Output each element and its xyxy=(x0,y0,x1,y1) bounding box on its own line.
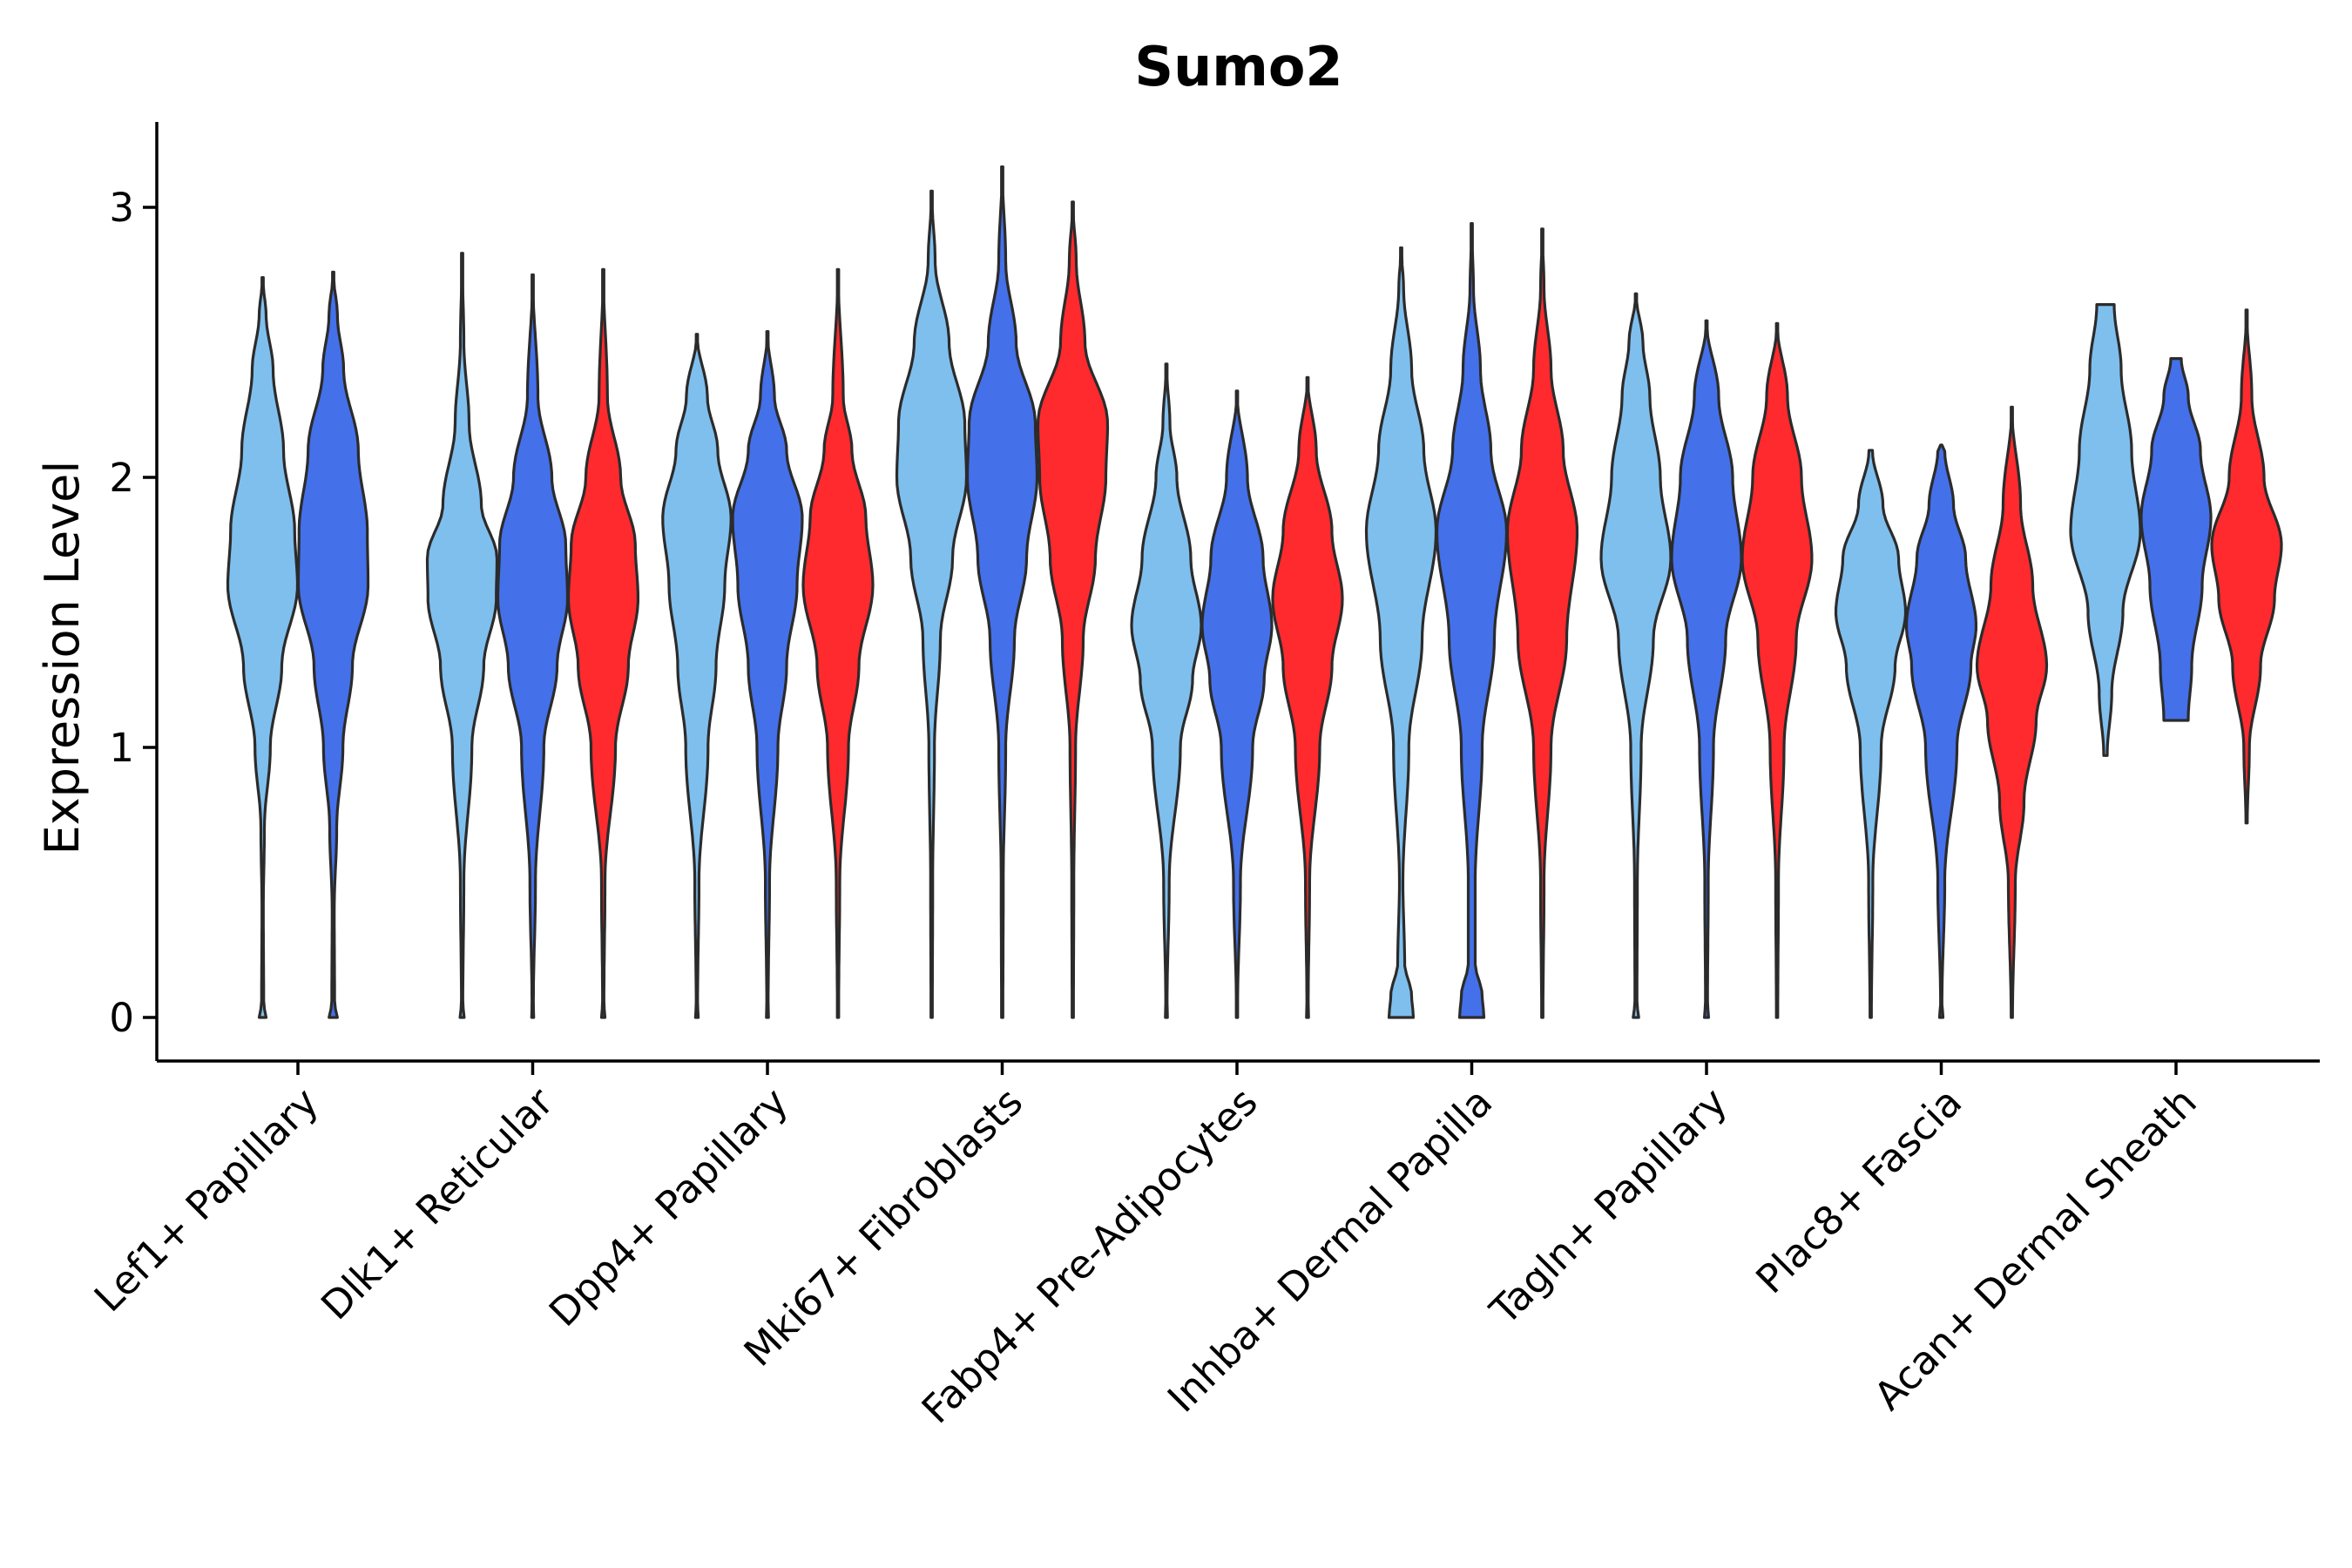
violin-5-0 xyxy=(1364,246,1438,1019)
violin-1-2 xyxy=(567,267,639,1019)
violin-7-0 xyxy=(1834,449,1908,1019)
violin-5-2 xyxy=(1505,227,1579,1019)
y-tick-label-0: 0 xyxy=(109,995,134,1041)
violin-0-0 xyxy=(226,276,300,1019)
violin-group xyxy=(226,165,2283,1019)
y-tick-label-3: 3 xyxy=(109,185,134,231)
violin-3-0 xyxy=(895,189,969,1019)
violin-3-2 xyxy=(1036,200,1110,1019)
violin-1-0 xyxy=(425,252,499,1019)
violin-6-1 xyxy=(1670,319,1743,1019)
x-tick-label-0: Lef1+ Papillary xyxy=(85,1078,328,1321)
violin-2-0 xyxy=(661,333,733,1019)
violin-6-0 xyxy=(1599,292,1673,1019)
violin-8-2 xyxy=(2210,308,2283,825)
x-tick-label-6: Tagln+ Papillary xyxy=(1481,1078,1736,1334)
chart-title: Sumo2 xyxy=(1134,35,1342,98)
violin-6-2 xyxy=(1740,321,1814,1019)
violin-7-2 xyxy=(1975,405,2049,1019)
y-tick-label-1: 1 xyxy=(109,725,134,771)
x-tick-label-7: Plac8+ Fascia xyxy=(1747,1078,1970,1302)
violin-2-2 xyxy=(801,267,875,1019)
violin-8-1 xyxy=(2139,357,2213,722)
violin-8-0 xyxy=(2069,303,2142,757)
violin-7-1 xyxy=(1905,443,1977,1019)
violin-0-1 xyxy=(296,270,370,1019)
violin-4-0 xyxy=(1130,362,1203,1019)
violin-1-1 xyxy=(496,273,570,1019)
violin-2-1 xyxy=(731,330,804,1019)
x-tick-label-1: Dlk1+ Reticular xyxy=(312,1078,562,1328)
violin-5-1 xyxy=(1435,222,1509,1019)
y-ticks: 0 1 2 3 xyxy=(109,185,157,1041)
x-tick-label-2: Dpp4+ Papillary xyxy=(540,1078,797,1335)
violin-3-1 xyxy=(965,165,1039,1019)
y-tick-label-2: 2 xyxy=(109,455,134,501)
violin-4-2 xyxy=(1271,375,1344,1019)
violin-4-1 xyxy=(1200,389,1274,1019)
y-axis-label: Expression Level xyxy=(35,461,90,855)
